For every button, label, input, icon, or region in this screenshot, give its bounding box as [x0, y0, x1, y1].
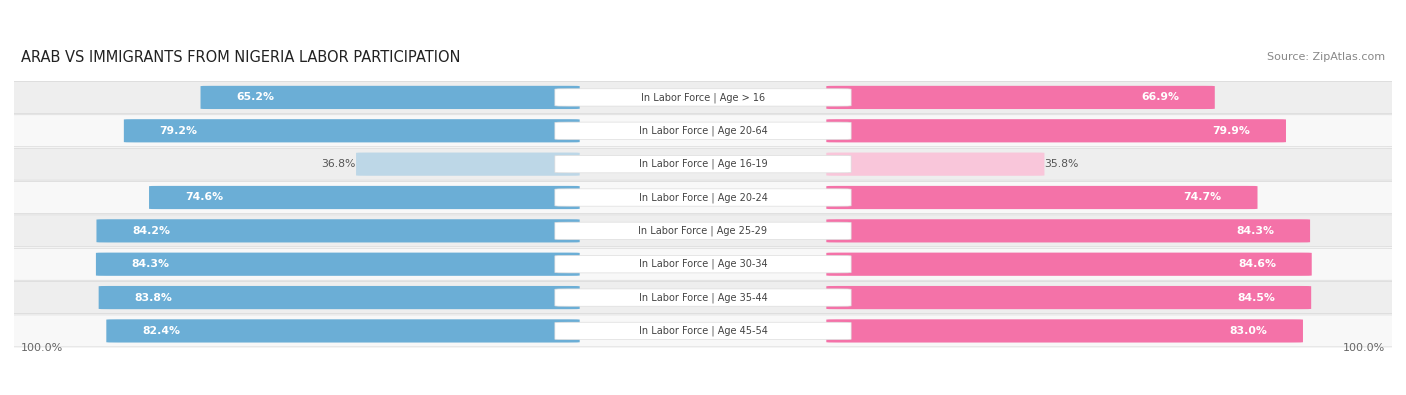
Text: 84.5%: 84.5%	[1237, 293, 1275, 303]
FancyBboxPatch shape	[0, 282, 1406, 314]
FancyBboxPatch shape	[827, 86, 1215, 109]
Text: 74.6%: 74.6%	[184, 192, 224, 203]
FancyBboxPatch shape	[0, 115, 1406, 147]
FancyBboxPatch shape	[0, 248, 1406, 280]
FancyBboxPatch shape	[0, 315, 1406, 347]
Text: 35.8%: 35.8%	[1045, 159, 1078, 169]
Text: In Labor Force | Age 20-24: In Labor Force | Age 20-24	[638, 192, 768, 203]
FancyBboxPatch shape	[555, 122, 851, 139]
Text: 84.2%: 84.2%	[132, 226, 170, 236]
Text: In Labor Force | Age 25-29: In Labor Force | Age 25-29	[638, 226, 768, 236]
FancyBboxPatch shape	[555, 89, 851, 106]
Text: 83.0%: 83.0%	[1229, 326, 1267, 336]
Text: 74.7%: 74.7%	[1184, 192, 1222, 203]
FancyBboxPatch shape	[107, 319, 579, 342]
Text: 84.6%: 84.6%	[1237, 259, 1275, 269]
Text: In Labor Force | Age 16-19: In Labor Force | Age 16-19	[638, 159, 768, 169]
FancyBboxPatch shape	[555, 256, 851, 273]
FancyBboxPatch shape	[0, 148, 1406, 180]
FancyBboxPatch shape	[356, 152, 579, 176]
FancyBboxPatch shape	[827, 253, 1312, 276]
Text: In Labor Force | Age 30-34: In Labor Force | Age 30-34	[638, 259, 768, 269]
Text: 83.8%: 83.8%	[135, 293, 173, 303]
FancyBboxPatch shape	[96, 253, 579, 276]
FancyBboxPatch shape	[0, 81, 1406, 113]
FancyBboxPatch shape	[827, 186, 1257, 209]
Text: In Labor Force | Age > 16: In Labor Force | Age > 16	[641, 92, 765, 103]
FancyBboxPatch shape	[98, 286, 579, 309]
Text: 84.3%: 84.3%	[1236, 226, 1274, 236]
FancyBboxPatch shape	[827, 152, 1045, 176]
FancyBboxPatch shape	[555, 156, 851, 173]
FancyBboxPatch shape	[827, 219, 1310, 243]
Text: 100.0%: 100.0%	[1343, 342, 1385, 353]
FancyBboxPatch shape	[149, 186, 579, 209]
FancyBboxPatch shape	[97, 219, 579, 243]
Text: 84.3%: 84.3%	[132, 259, 170, 269]
FancyBboxPatch shape	[124, 119, 579, 142]
Text: 79.2%: 79.2%	[160, 126, 198, 136]
FancyBboxPatch shape	[827, 119, 1286, 142]
FancyBboxPatch shape	[555, 289, 851, 306]
FancyBboxPatch shape	[0, 181, 1406, 214]
Text: Source: ZipAtlas.com: Source: ZipAtlas.com	[1267, 53, 1385, 62]
FancyBboxPatch shape	[555, 222, 851, 239]
Text: 79.9%: 79.9%	[1212, 126, 1250, 136]
FancyBboxPatch shape	[555, 189, 851, 206]
Text: ARAB VS IMMIGRANTS FROM NIGERIA LABOR PARTICIPATION: ARAB VS IMMIGRANTS FROM NIGERIA LABOR PA…	[21, 50, 460, 65]
FancyBboxPatch shape	[201, 86, 579, 109]
Text: In Labor Force | Age 20-64: In Labor Force | Age 20-64	[638, 126, 768, 136]
FancyBboxPatch shape	[827, 319, 1303, 342]
FancyBboxPatch shape	[555, 322, 851, 340]
Text: 100.0%: 100.0%	[21, 342, 63, 353]
Text: In Labor Force | Age 35-44: In Labor Force | Age 35-44	[638, 292, 768, 303]
Text: 82.4%: 82.4%	[142, 326, 180, 336]
Text: 65.2%: 65.2%	[236, 92, 274, 102]
FancyBboxPatch shape	[827, 286, 1312, 309]
Text: In Labor Force | Age 45-54: In Labor Force | Age 45-54	[638, 325, 768, 336]
Text: 66.9%: 66.9%	[1140, 92, 1180, 102]
Text: 36.8%: 36.8%	[322, 159, 356, 169]
FancyBboxPatch shape	[0, 215, 1406, 247]
